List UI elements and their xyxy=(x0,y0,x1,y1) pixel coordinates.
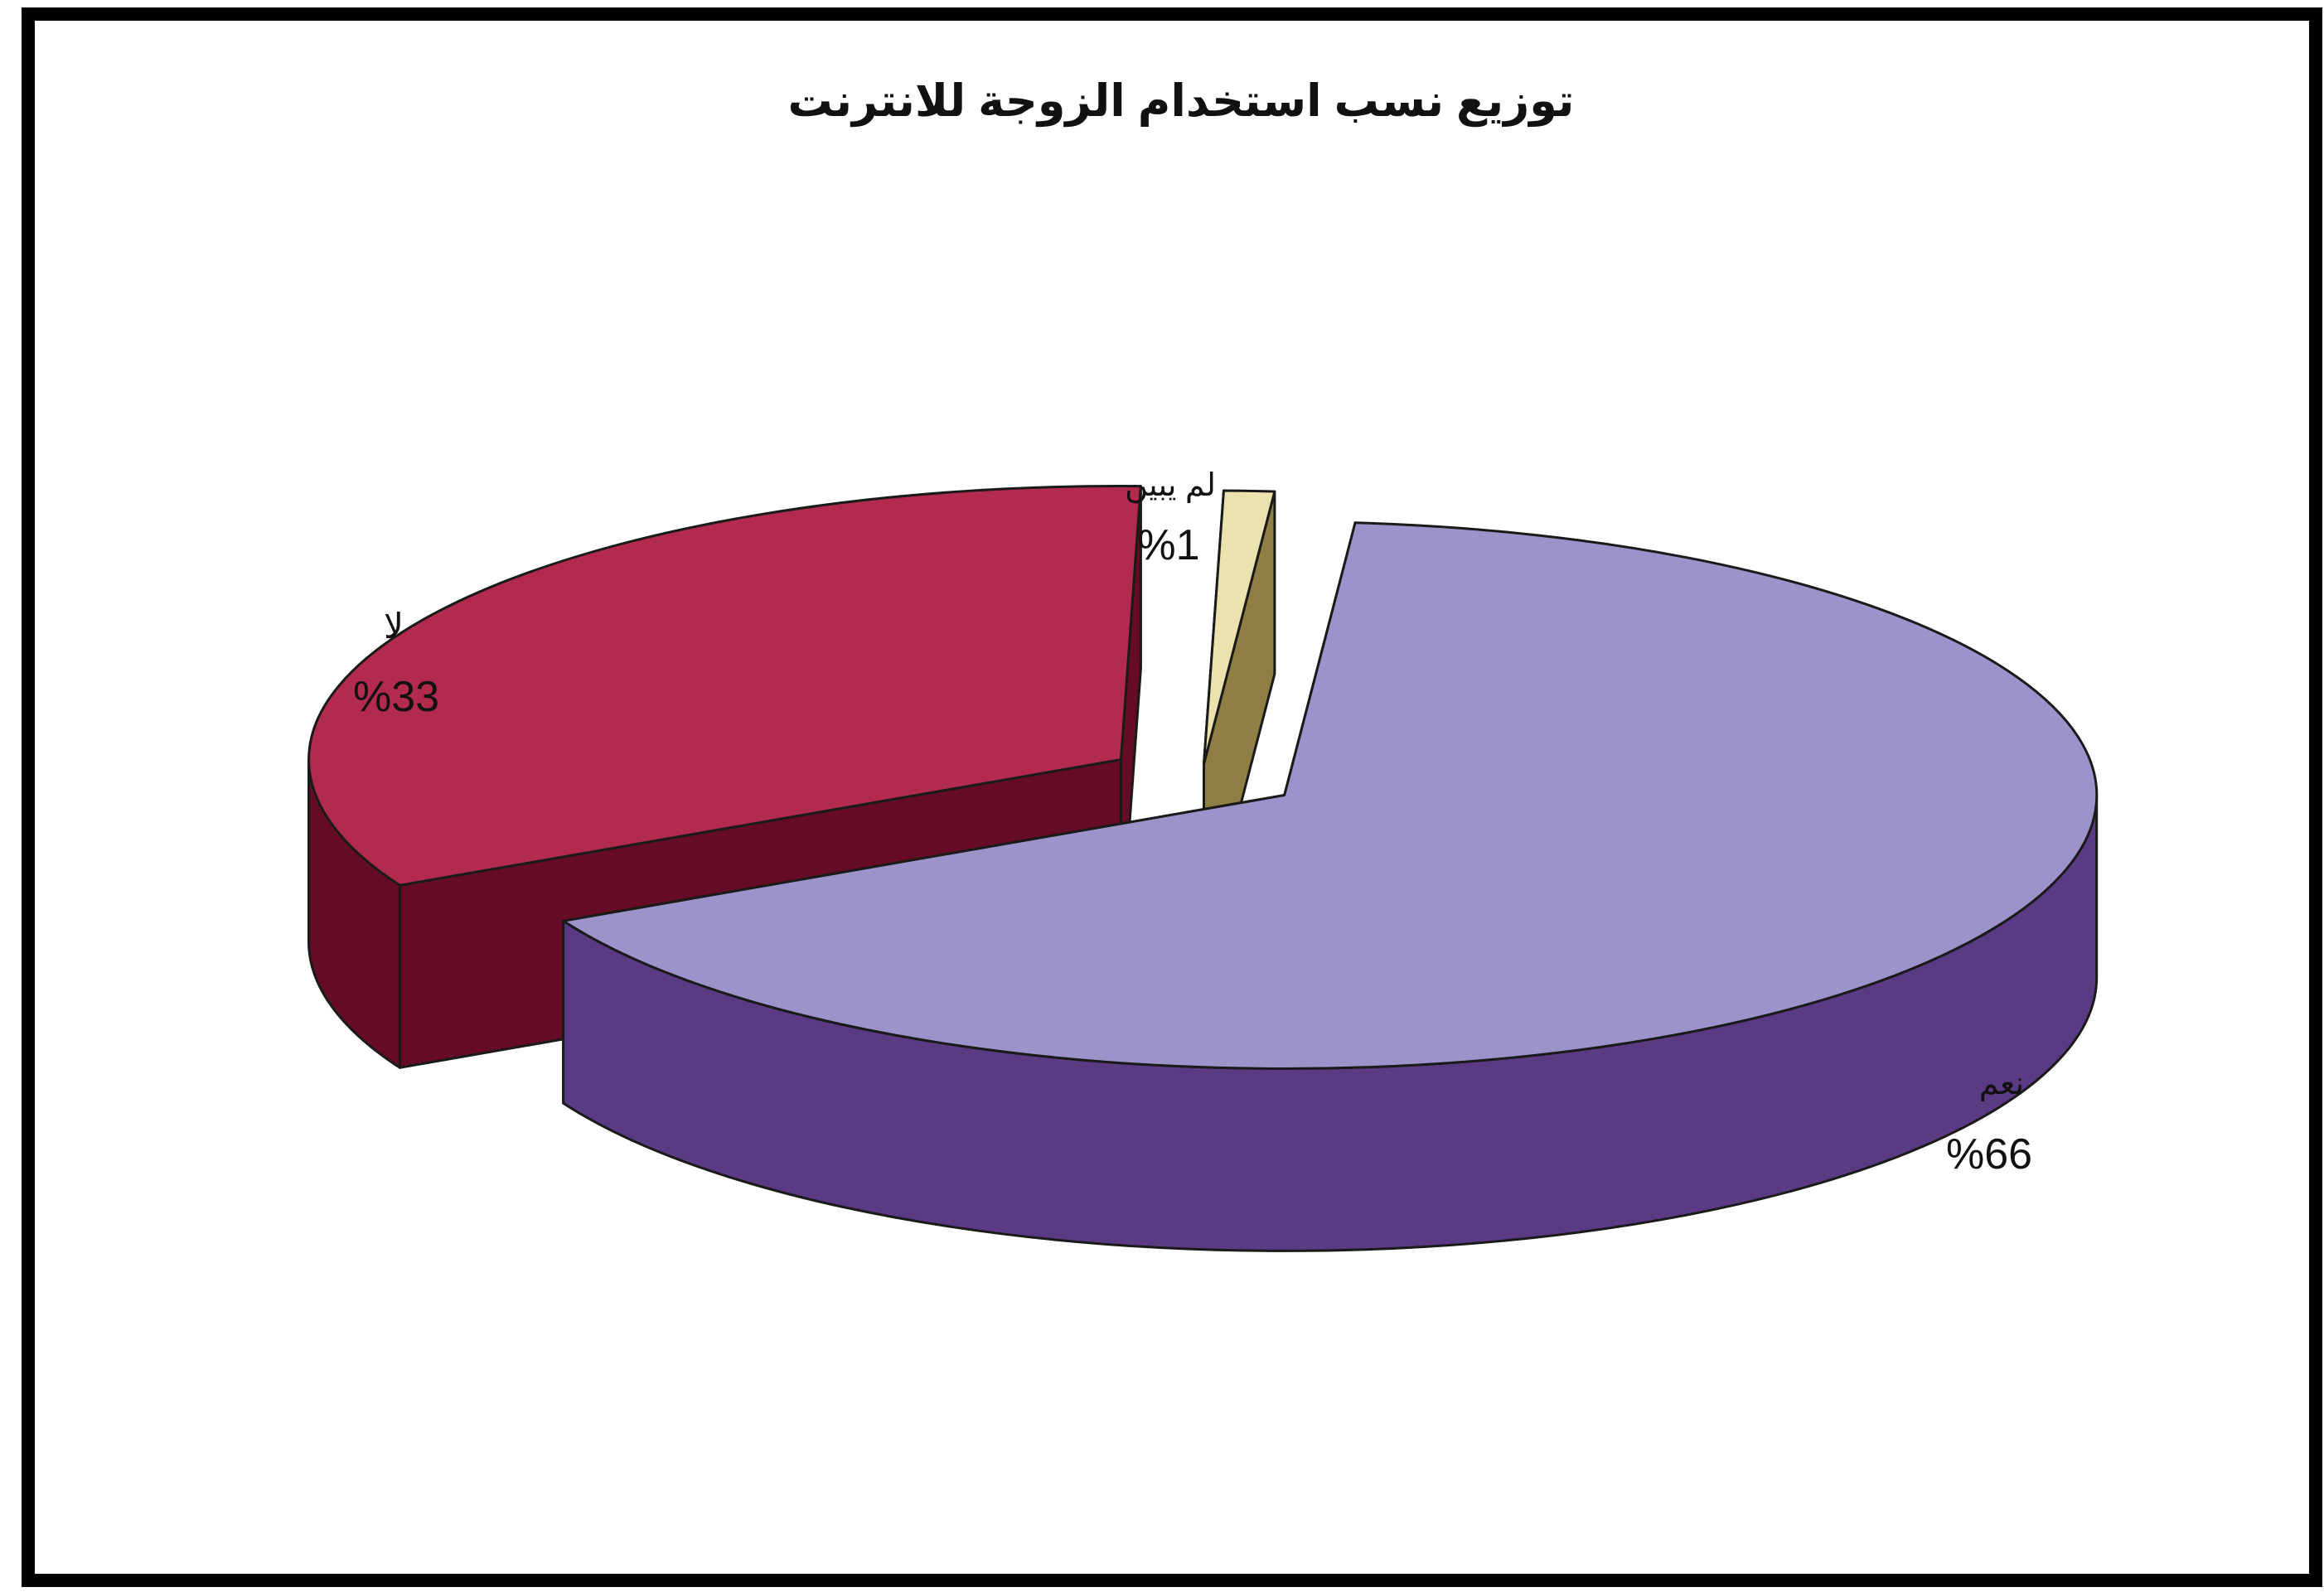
pie-slice-yes-top xyxy=(562,521,2099,1070)
slice-label-yes-value: %66 xyxy=(1946,1130,2032,1178)
slice-label-unspecified-value: %1 xyxy=(1137,521,1199,569)
pie-slice-no-top xyxy=(307,485,1142,887)
slice-label-no: لا %33 xyxy=(353,607,439,721)
slice-label-yes: نعم %66 xyxy=(1946,1067,2032,1178)
slice-label-unspecified: لم يبين %1 xyxy=(1125,468,1216,569)
slice-label-no-name: لا xyxy=(384,607,404,646)
pie-slice-unspecified-top xyxy=(1203,489,1276,766)
slice-label-yes-name: نعم xyxy=(1979,1067,2024,1101)
slice-label-no-value: %33 xyxy=(353,673,439,721)
slice-label-unspecified-name: لم يبين xyxy=(1125,468,1216,504)
chart-title: توزيع نسب استخدام الزوجة للانترنت xyxy=(788,76,1575,127)
slices-layer xyxy=(307,485,2099,1252)
